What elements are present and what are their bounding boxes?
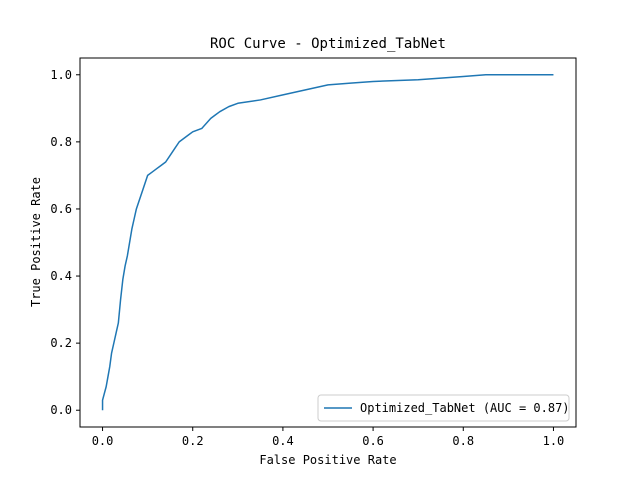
plot-area (79, 57, 577, 428)
y-tick-label: 0.8 (50, 135, 72, 149)
y-tick-label: 0.0 (50, 403, 72, 417)
roc-curve-line (101, 74, 554, 411)
y-axis-label: True Positive Rate (29, 177, 43, 307)
x-tick-label: 0.0 (92, 434, 114, 448)
y-tick-label: 0.4 (50, 269, 72, 283)
x-tick-label: 0.2 (182, 434, 204, 448)
chart-title: ROC Curve - Optimized_TabNet (210, 36, 446, 52)
legend: Optimized_TabNet (AUC = 0.87) (317, 394, 570, 422)
y-tick-label: 0.6 (50, 202, 72, 216)
x-tick-label: 0.8 (452, 434, 474, 448)
axes-frame (79, 57, 577, 428)
x-tick-label: 1.0 (543, 434, 565, 448)
y-tick-label: 1.0 (50, 68, 72, 82)
legend-box (317, 394, 570, 422)
x-tick-label: 0.4 (272, 434, 294, 448)
series-layer (101, 74, 554, 411)
legend-label: Optimized_TabNet (AUC = 0.87) (360, 401, 570, 415)
ticks: 0.0 0.2 0.4 0.6 0.8 1.0 0.0 0.2 0.4 0.6 0.8 1.0 (50, 68, 564, 448)
y-tick-label: 0.2 (50, 336, 72, 350)
x-tick-label: 0.6 (362, 434, 384, 448)
x-axis-label: False Positive Rate (259, 453, 396, 467)
